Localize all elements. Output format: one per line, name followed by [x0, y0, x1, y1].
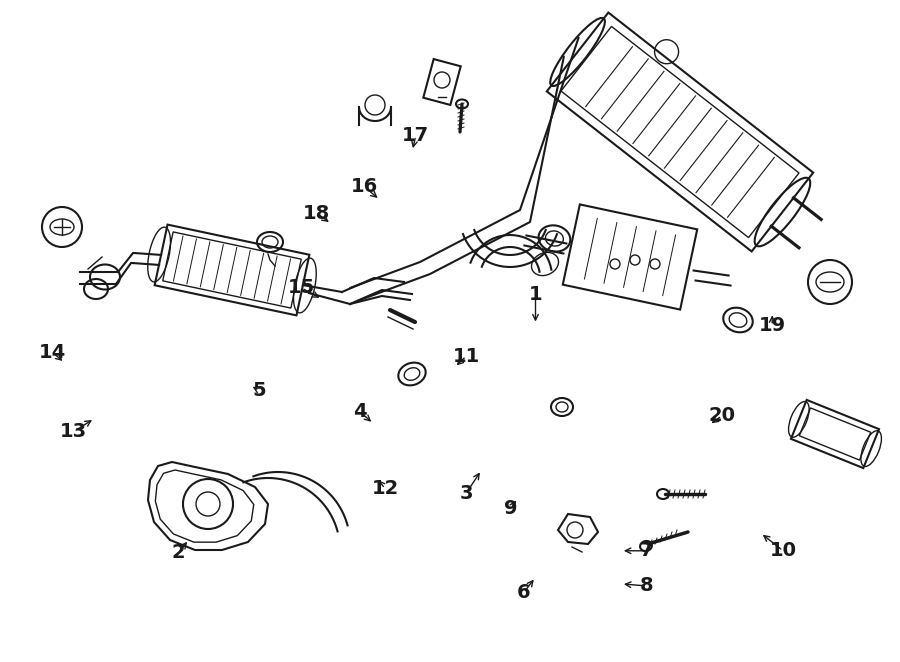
Text: 17: 17 — [402, 126, 429, 145]
Text: 6: 6 — [517, 583, 531, 602]
Text: 4: 4 — [353, 402, 367, 421]
Text: 3: 3 — [460, 484, 473, 502]
Text: 13: 13 — [60, 422, 87, 441]
Text: 16: 16 — [351, 177, 378, 196]
Text: 2: 2 — [171, 544, 185, 562]
Text: 19: 19 — [759, 316, 786, 335]
Text: 18: 18 — [303, 204, 330, 222]
Text: 8: 8 — [639, 577, 653, 595]
Text: 11: 11 — [453, 347, 480, 365]
Text: 5: 5 — [252, 381, 266, 400]
Text: 1: 1 — [528, 285, 543, 304]
Text: 12: 12 — [372, 479, 399, 498]
Text: 15: 15 — [288, 279, 315, 297]
Text: 10: 10 — [770, 542, 796, 560]
Text: 20: 20 — [708, 406, 735, 425]
Text: 14: 14 — [39, 343, 66, 361]
Text: 9: 9 — [504, 499, 518, 518]
Text: 7: 7 — [639, 542, 652, 560]
